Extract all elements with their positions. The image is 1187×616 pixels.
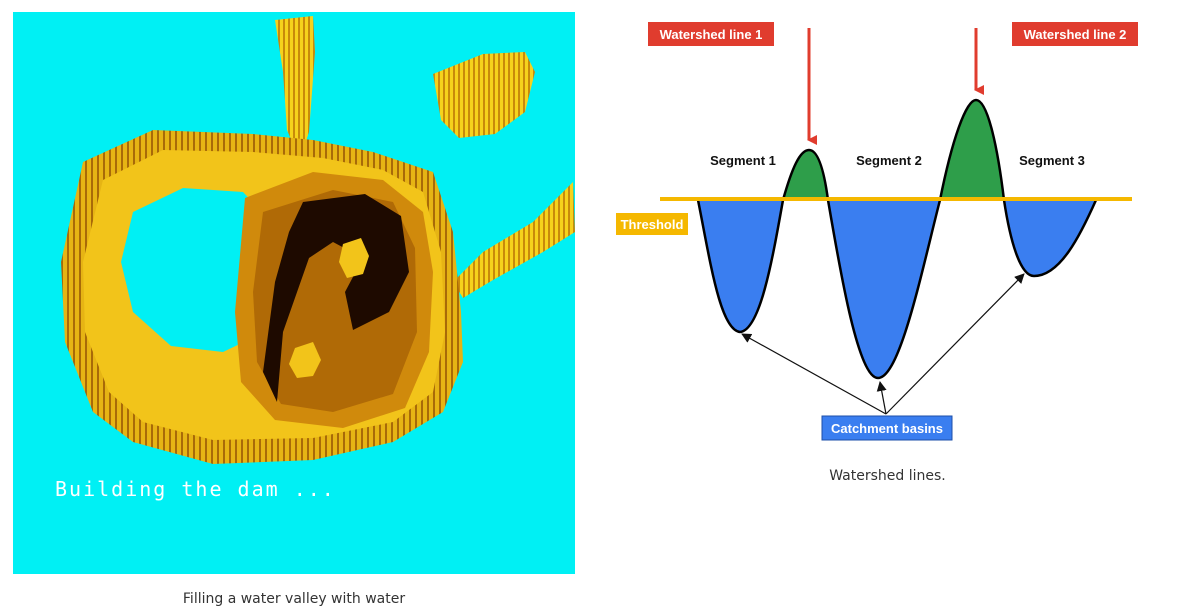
catchment-basins-label-bg bbox=[821, 415, 953, 441]
watershed-lines-diagram: Threshold Watershed line 1 Watershed lin… bbox=[616, 22, 1138, 441]
dam-building-image: Building the dam ... bbox=[13, 12, 575, 574]
caption-right: Watershed lines. bbox=[829, 468, 946, 484]
inner-knob-lower bbox=[289, 342, 321, 378]
threshold-label: Threshold bbox=[621, 217, 684, 232]
peak-2 bbox=[940, 100, 1004, 200]
watershed-line-1-label-bg bbox=[648, 22, 774, 46]
dam-building-illustration: Building the dam ... bbox=[13, 12, 575, 574]
segment-3-label: Segment 3 bbox=[1019, 153, 1085, 168]
basin-arrow-3 bbox=[885, 273, 1025, 415]
dark-water bbox=[263, 194, 409, 402]
watershed-line-2-label-bg bbox=[1012, 22, 1138, 46]
watershed-diagram: Threshold Watershed line 1 Watershed lin… bbox=[600, 0, 1187, 460]
overlay-text: Building the dam ... bbox=[55, 477, 336, 501]
segment-2-label: Segment 2 bbox=[856, 153, 922, 168]
watershed-line-1-label: Watershed line 1 bbox=[660, 27, 763, 42]
segment-1-label: Segment 1 bbox=[710, 153, 776, 168]
caption-left: Filling a water valley with water bbox=[182, 591, 406, 607]
basin-arrow-2 bbox=[876, 381, 887, 415]
watershed-line-2-label: Watershed line 2 bbox=[1024, 27, 1127, 42]
right-branch bbox=[453, 182, 575, 298]
basin-2 bbox=[828, 200, 940, 378]
inner-knob-upper bbox=[339, 238, 369, 278]
watershed-curve bbox=[696, 98, 1098, 380]
basin-arrow-1 bbox=[741, 333, 887, 415]
catchment-basins-label: Catchment basins bbox=[831, 421, 943, 436]
top-stalk bbox=[275, 16, 315, 144]
threshold-label-bg bbox=[616, 213, 688, 235]
peak-1 bbox=[783, 150, 828, 200]
basin-3 bbox=[1004, 200, 1096, 276]
floating-rock bbox=[433, 52, 535, 138]
